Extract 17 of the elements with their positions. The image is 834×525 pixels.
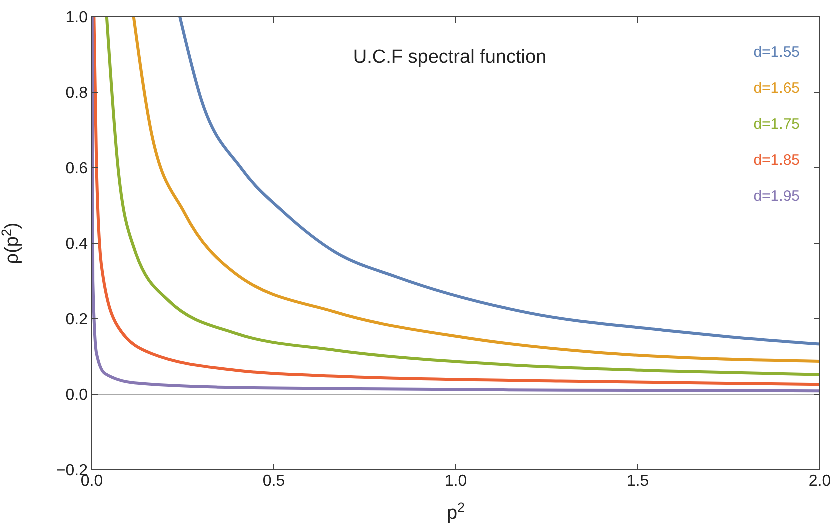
x-tick-label: 0.5 xyxy=(262,473,286,490)
text: U.C.F spectral function xyxy=(353,47,547,68)
y-tick-label: 0.4 xyxy=(66,236,88,254)
text: d=1.85 xyxy=(754,152,800,169)
text: d=1.75 xyxy=(754,116,800,133)
text: d=1.65 xyxy=(754,80,800,97)
x-tick-label: 2.0 xyxy=(808,473,832,490)
y-tick-label: 0.6 xyxy=(66,160,88,178)
x-tick-label: 1.5 xyxy=(626,473,650,490)
x-axis-title: p$^{2}$ xyxy=(447,500,465,524)
y-tick-label: 1.0 xyxy=(66,10,88,27)
y-tick-label: 0.2 xyxy=(66,312,88,329)
y-tick-label: 0.8 xyxy=(66,85,88,102)
y-tick-label: 0.0 xyxy=(66,387,88,404)
text: d=1.55 xyxy=(754,44,800,61)
x-tick-label: 1.0 xyxy=(444,473,468,490)
text: d=1.95 xyxy=(754,188,800,205)
